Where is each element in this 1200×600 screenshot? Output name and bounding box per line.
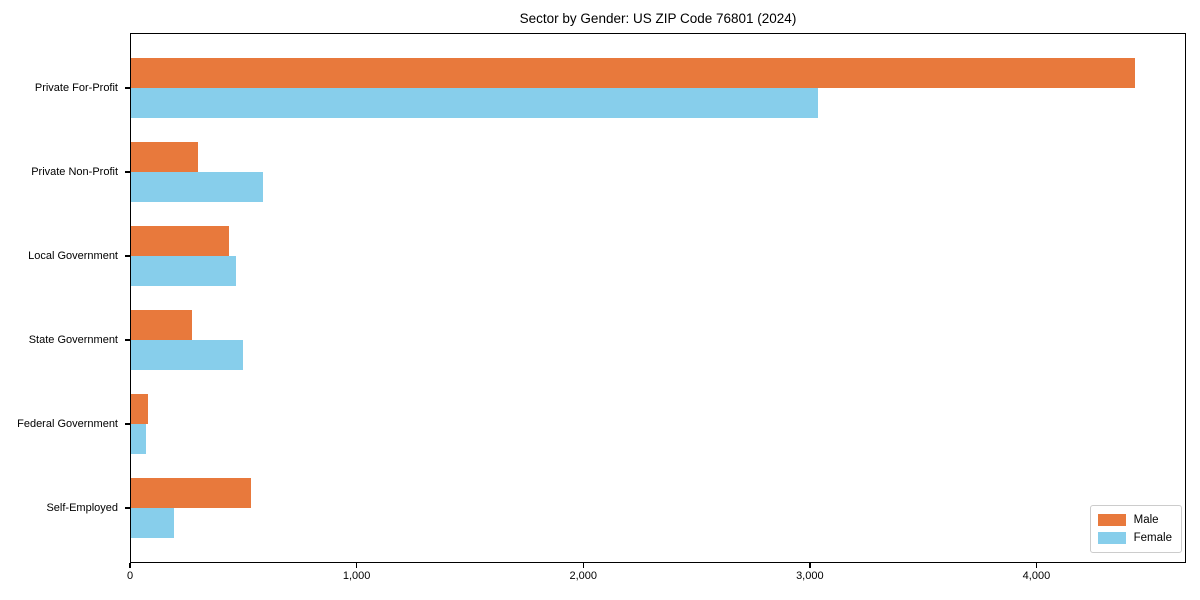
- bar-female-self-employed: [131, 508, 175, 538]
- y-axis-label-private-for-profit: Private For-Profit: [34, 81, 118, 94]
- legend-label-female: Female: [1133, 532, 1172, 544]
- x-axis-tick: [809, 563, 811, 568]
- bar-male-private-non-profit: [131, 142, 198, 172]
- legend-item-male: Male: [1097, 511, 1172, 529]
- y-axis-tick: [125, 171, 130, 173]
- bar-male-private-for-profit: [131, 58, 1136, 88]
- legend-item-female: Female: [1097, 529, 1172, 547]
- x-axis-tick-label-1000: 1,000: [342, 570, 371, 582]
- male-series-swatch: [1097, 514, 1126, 526]
- x-axis-tick: [582, 563, 584, 568]
- bar-male-state-government: [131, 310, 192, 340]
- y-axis-tick: [125, 87, 130, 89]
- y-axis-tick: [125, 255, 130, 257]
- chart-title: Sector by Gender: US ZIP Code 76801 (202…: [519, 11, 797, 26]
- bar-female-state-government: [131, 340, 243, 370]
- x-axis-tick: [129, 563, 131, 568]
- legend-label-male: Male: [1133, 514, 1159, 526]
- y-axis-label-federal-government: Federal Government: [17, 417, 118, 430]
- plot-area: [130, 33, 1186, 563]
- y-axis-label-private-non-profit: Private Non-Profit: [31, 165, 118, 178]
- x-axis-tick-label-3000: 3,000: [796, 570, 824, 582]
- bar-male-local-government: [131, 226, 230, 256]
- bar-female-local-government: [131, 256, 237, 286]
- bar-female-federal-government: [131, 424, 147, 454]
- bar-male-federal-government: [131, 394, 148, 424]
- y-axis-tick: [125, 507, 130, 509]
- y-axis-label-state-government: State Government: [28, 333, 118, 346]
- legend: Male Female: [1089, 505, 1182, 553]
- y-axis-label-local-government: Local Government: [28, 249, 118, 262]
- y-axis-label-self-employed: Self-Employed: [46, 501, 118, 514]
- bar-male-self-employed: [131, 478, 251, 508]
- y-axis-tick: [125, 339, 130, 341]
- bar-female-private-for-profit: [131, 88, 818, 118]
- bar-female-private-non-profit: [131, 172, 264, 202]
- x-axis-tick: [1035, 563, 1038, 568]
- female-series-swatch: [1097, 532, 1126, 544]
- y-axis-tick: [125, 423, 130, 425]
- x-axis-tick-label-4000: 4,000: [1022, 570, 1051, 582]
- x-axis-tick-label-2000: 2,000: [569, 570, 597, 582]
- x-axis-tick-label-0: 0: [126, 570, 134, 582]
- x-axis-tick: [355, 563, 358, 568]
